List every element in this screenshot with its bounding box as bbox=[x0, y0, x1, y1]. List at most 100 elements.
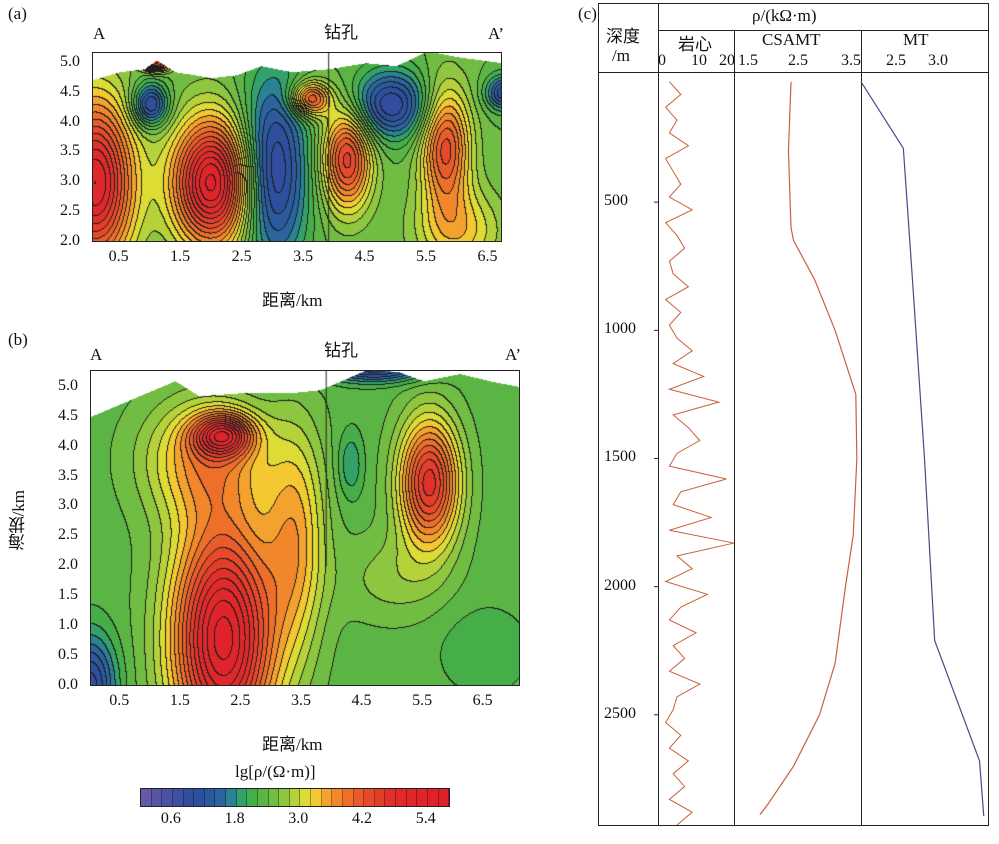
panel-b-xlabel: 距离/km bbox=[262, 735, 323, 754]
colorbar-cell bbox=[247, 789, 258, 806]
x-tick-label: 3.5 bbox=[290, 692, 311, 709]
x-tick-label: 0.5 bbox=[109, 692, 130, 709]
x-tick-label: 1.5 bbox=[170, 248, 191, 265]
track-tick-label: 0 bbox=[658, 52, 666, 69]
y-tick-label: 4.5 bbox=[60, 82, 80, 100]
panel-a-borehole-label: 钻孔 bbox=[324, 23, 358, 42]
colorbar bbox=[140, 788, 450, 807]
colorbar-cell bbox=[279, 789, 290, 806]
y-tick-label: 4.0 bbox=[58, 436, 78, 454]
y-tick-label: 4.0 bbox=[60, 112, 80, 130]
panel-b-right-label: A’ bbox=[505, 345, 522, 364]
well-log-header: ρ/(kΩ·m) bbox=[752, 6, 817, 25]
track-tick-label: 3.5 bbox=[841, 52, 861, 69]
y-tick-label: 5.0 bbox=[58, 376, 78, 394]
x-tick-label: 6.5 bbox=[477, 248, 498, 265]
panel-a-label: (a) bbox=[8, 4, 27, 23]
panel-b-contour-plot bbox=[90, 370, 520, 686]
x-tick-label: 3.5 bbox=[293, 248, 314, 265]
y-tick-label: 4.5 bbox=[58, 406, 78, 424]
x-tick-label: 1.5 bbox=[169, 692, 190, 709]
track-tick-label: 20 bbox=[719, 52, 735, 69]
y-tick-label: 1.0 bbox=[58, 616, 78, 634]
track-curve-1 bbox=[759, 81, 858, 816]
x-tick-label: 0.5 bbox=[108, 248, 129, 265]
panel-b-borehole-label: 钻孔 bbox=[324, 341, 358, 360]
colorbar-cell bbox=[226, 789, 237, 806]
y-tick-label: 2.5 bbox=[58, 526, 78, 544]
colorbar-cell bbox=[215, 789, 226, 806]
colorbar-cell bbox=[300, 789, 311, 806]
depth-unit: /m bbox=[612, 46, 630, 65]
colorbar-cell bbox=[289, 789, 301, 806]
colorbar-tick-label: 1.8 bbox=[224, 810, 245, 827]
colorbar-cell bbox=[396, 789, 407, 806]
colorbar-cell bbox=[374, 789, 386, 806]
x-tick-label: 5.5 bbox=[412, 692, 433, 709]
y-tick-label: 3.5 bbox=[58, 466, 78, 484]
track-curve-2 bbox=[860, 81, 985, 817]
depth-tick-label: 2500 bbox=[604, 704, 636, 722]
depth-tick-label: 2000 bbox=[604, 576, 636, 594]
track-mt-title: MT bbox=[903, 30, 929, 49]
well-log-frame bbox=[598, 3, 989, 826]
track-tick-label: 10 bbox=[691, 52, 707, 69]
y-tick-label: 2.0 bbox=[58, 556, 78, 574]
x-tick-label: 6.5 bbox=[472, 692, 493, 709]
track-csamt-title: CSAMT bbox=[762, 30, 821, 49]
y-tick-label: 3.0 bbox=[58, 496, 78, 514]
colorbar-cell bbox=[162, 789, 173, 806]
x-tick-label: 4.5 bbox=[351, 692, 372, 709]
colorbar-cell bbox=[311, 789, 322, 806]
x-tick-label: 2.5 bbox=[231, 248, 252, 265]
depth-label: 深度 bbox=[606, 27, 640, 46]
colorbar-cell bbox=[151, 789, 163, 806]
colorbar-cell bbox=[417, 789, 428, 806]
colorbar-tick-label: 4.2 bbox=[352, 810, 373, 827]
x-tick-label: 5.5 bbox=[416, 248, 436, 265]
panel-a-contour-plot bbox=[92, 52, 502, 242]
y-tick-label: 3.5 bbox=[60, 142, 80, 160]
track-tick-label: 2.5 bbox=[788, 52, 808, 69]
colorbar-tick-label: 5.4 bbox=[415, 810, 436, 827]
depth-tick-label: 1500 bbox=[604, 448, 636, 466]
colorbar-cell bbox=[194, 789, 205, 806]
panel-a-left-label: A bbox=[93, 24, 106, 43]
colorbar-cell bbox=[141, 789, 152, 806]
colorbar-cell bbox=[342, 789, 354, 806]
colorbar-cell bbox=[353, 789, 365, 806]
colorbar-cell bbox=[385, 789, 396, 806]
y-tick-label: 0.5 bbox=[58, 646, 78, 664]
x-tick-label: 4.5 bbox=[354, 248, 375, 265]
depth-tick-label: 500 bbox=[604, 192, 628, 210]
panel-a-right-label: A’ bbox=[488, 24, 505, 43]
track-tick-label: 3.0 bbox=[928, 52, 948, 69]
colorbar-cell bbox=[268, 789, 280, 806]
y-tick-label: 1.5 bbox=[58, 586, 78, 604]
colorbar-cell bbox=[332, 789, 343, 806]
colorbar-tick-label: 0.6 bbox=[160, 810, 181, 827]
colorbar-cell bbox=[427, 789, 439, 806]
colorbar-cell bbox=[406, 789, 418, 806]
colorbar-cell bbox=[364, 789, 375, 806]
track-tick-label: 2.5 bbox=[886, 52, 906, 69]
depth-tick-label: 1000 bbox=[604, 320, 636, 338]
colorbar-cell bbox=[438, 789, 450, 806]
track-tick-label: 1.5 bbox=[738, 52, 758, 69]
colorbar-title: lg[ρ/(Ω·m)] bbox=[235, 762, 316, 781]
panel-a-xlabel: 距离/km bbox=[262, 291, 323, 310]
colorbar-cell bbox=[236, 789, 248, 806]
y-tick-label: 5.0 bbox=[60, 52, 80, 70]
colorbar-cell bbox=[321, 789, 333, 806]
y-tick-label: 0.0 bbox=[58, 676, 78, 693]
panel-c-label: (c) bbox=[578, 4, 597, 23]
y-tick-label: 2.0 bbox=[60, 232, 80, 249]
panel-b-label: (b) bbox=[8, 330, 28, 349]
colorbar-cell bbox=[172, 789, 184, 806]
x-tick-label: 2.5 bbox=[230, 692, 251, 709]
colorbar-tick-label: 3.0 bbox=[288, 810, 309, 827]
y-tick-label: 3.0 bbox=[60, 172, 80, 190]
y-tick-label: 2.5 bbox=[60, 202, 80, 220]
track-core-title: 岩心 bbox=[678, 35, 712, 54]
